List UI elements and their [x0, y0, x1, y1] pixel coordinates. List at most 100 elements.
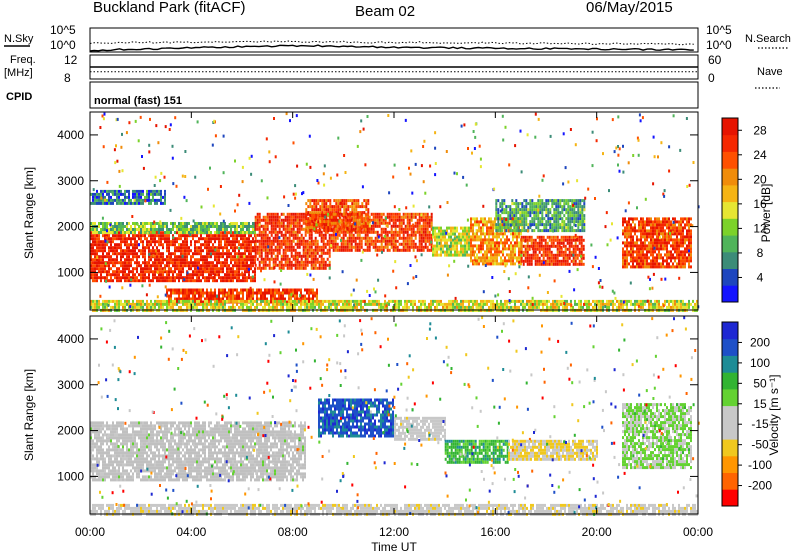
power-cell: [96, 246, 98, 250]
power-cell: [420, 239, 423, 243]
power-cell: [311, 226, 314, 230]
power-cell: [390, 245, 393, 249]
power-cell: [342, 239, 345, 243]
power-cell: [136, 189, 138, 193]
power-cell: [236, 237, 238, 241]
power-cell: [630, 226, 632, 230]
power-cell: [162, 231, 164, 235]
power-cell: [569, 211, 572, 215]
power-cell: [128, 258, 130, 262]
power-cell: [246, 222, 248, 225]
power-cell: [238, 291, 240, 295]
power-cell: [646, 262, 648, 266]
power-cell: [180, 231, 182, 234]
power-cell: [515, 211, 518, 215]
power-cell: [314, 230, 317, 234]
power-cell: [96, 234, 98, 238]
power-cell: [581, 223, 584, 227]
power-cell: [142, 267, 144, 271]
power-cell: [116, 234, 118, 238]
power-cell: [660, 223, 662, 227]
power-cell: [542, 244, 545, 248]
power-cell: [539, 202, 542, 206]
power-cell: [150, 279, 152, 283]
power-cell: [360, 215, 363, 219]
power-cell: [304, 233, 307, 237]
power-cell: [573, 217, 576, 221]
power-cell: [632, 262, 634, 266]
power-cell: [236, 240, 238, 244]
power-cell: [218, 249, 220, 253]
power-cell: [526, 256, 529, 260]
power-cell: [650, 238, 652, 242]
power-cell: [194, 228, 196, 231]
power-cell: [374, 230, 377, 234]
power-cell: [398, 218, 401, 222]
power-cell: [92, 234, 94, 238]
power-cell: [210, 255, 212, 259]
power-cell: [583, 223, 586, 227]
power-cell: [216, 267, 218, 271]
power-cell: [128, 195, 130, 199]
power-cell: [160, 240, 162, 244]
power-cell: [278, 266, 281, 270]
power-cell: [190, 255, 192, 259]
power-cell: [500, 259, 502, 263]
power-cell: [298, 254, 301, 258]
power-cell: [114, 249, 116, 253]
power-cell: [476, 217, 478, 221]
power-cell: [422, 230, 425, 234]
power-cell: [366, 218, 369, 222]
power-cell: [574, 238, 577, 242]
power-cell: [208, 267, 210, 271]
power-cell: [222, 225, 224, 228]
power-cell: [317, 229, 320, 233]
power-cell: [192, 273, 194, 277]
power-cell: [628, 253, 630, 257]
power-cell: [108, 273, 110, 277]
power-cell: [296, 230, 299, 234]
power-cell: [340, 236, 343, 240]
power-cell: [142, 279, 144, 283]
power-cell: [350, 242, 353, 246]
power-cell: [388, 212, 391, 216]
power-cell: [571, 211, 574, 215]
power-cell: [168, 240, 170, 244]
power-cell: [102, 246, 104, 250]
power-cell: [574, 256, 577, 260]
power-cell: [232, 246, 234, 250]
power-cell: [124, 279, 126, 283]
power-cell: [200, 297, 202, 301]
power-cell: [510, 256, 512, 260]
power-cell: [276, 291, 278, 295]
power-cell: [682, 229, 684, 233]
power-cell: [558, 262, 561, 266]
power-cell: [166, 276, 168, 280]
power-cell: [420, 215, 423, 219]
power-cell: [214, 246, 216, 250]
power-cell: [322, 263, 325, 267]
power-cell: [218, 270, 220, 274]
power-cell: [208, 252, 210, 256]
power-cell: [528, 253, 531, 257]
power-cell: [539, 220, 542, 224]
cpid-label: CPID: [6, 91, 32, 103]
power-cell: [300, 218, 303, 222]
power-cell: [499, 217, 502, 221]
power-cell: [488, 226, 490, 230]
power-cell: [307, 211, 310, 215]
power-cell: [140, 276, 142, 280]
power-cell: [288, 218, 291, 222]
power-cell: [438, 229, 440, 233]
power-cell: [684, 223, 686, 227]
power-cell: [624, 259, 626, 263]
power-cell: [517, 229, 520, 233]
power-cell: [96, 228, 98, 231]
power-cell: [579, 205, 582, 209]
power-cell: [132, 228, 134, 231]
power-cell: [206, 222, 208, 225]
power-cell: [332, 248, 335, 252]
power-cell: [378, 245, 381, 249]
power-cell: [510, 259, 512, 263]
power-cell: [368, 230, 371, 234]
